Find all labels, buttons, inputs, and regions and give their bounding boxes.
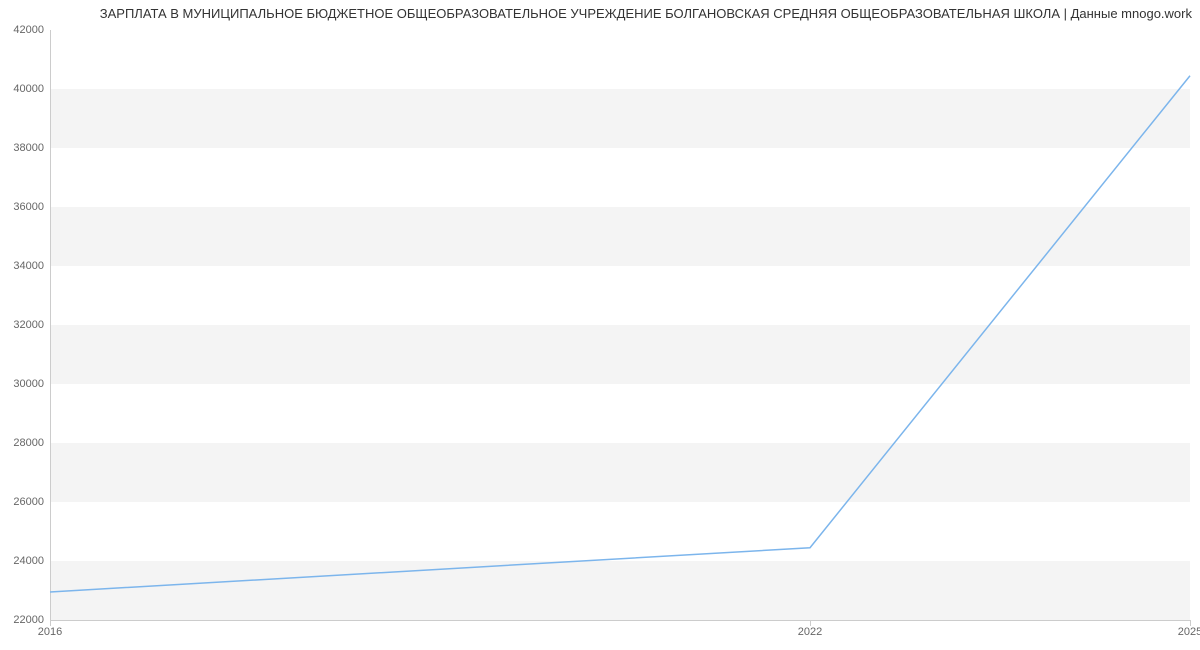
y-tick-label: 36000 — [13, 201, 44, 213]
y-tick-label: 42000 — [13, 24, 44, 36]
chart-title: ЗАРПЛАТА В МУНИЦИПАЛЬНОЕ БЮДЖЕТНОЕ ОБЩЕО… — [100, 6, 1192, 21]
y-tick-label: 38000 — [13, 142, 44, 154]
y-tick-label: 40000 — [13, 83, 44, 95]
y-tick-label: 28000 — [13, 437, 44, 449]
plot-area: 2200024000260002800030000320003400036000… — [50, 30, 1190, 620]
y-tick-label: 32000 — [13, 319, 44, 331]
series-salary — [50, 76, 1190, 592]
x-tick-label: 2016 — [38, 626, 62, 638]
salary-line-chart: ЗАРПЛАТА В МУНИЦИПАЛЬНОЕ БЮДЖЕТНОЕ ОБЩЕО… — [0, 0, 1200, 650]
x-axis-line — [50, 620, 1190, 621]
y-tick-label: 26000 — [13, 496, 44, 508]
y-tick-label: 34000 — [13, 260, 44, 272]
x-tick-label: 2022 — [798, 626, 822, 638]
y-tick-label: 22000 — [13, 614, 44, 626]
line-layer — [50, 30, 1190, 620]
y-tick-label: 30000 — [13, 378, 44, 390]
x-tick-label: 2025 — [1178, 626, 1200, 638]
y-tick-label: 24000 — [13, 555, 44, 567]
